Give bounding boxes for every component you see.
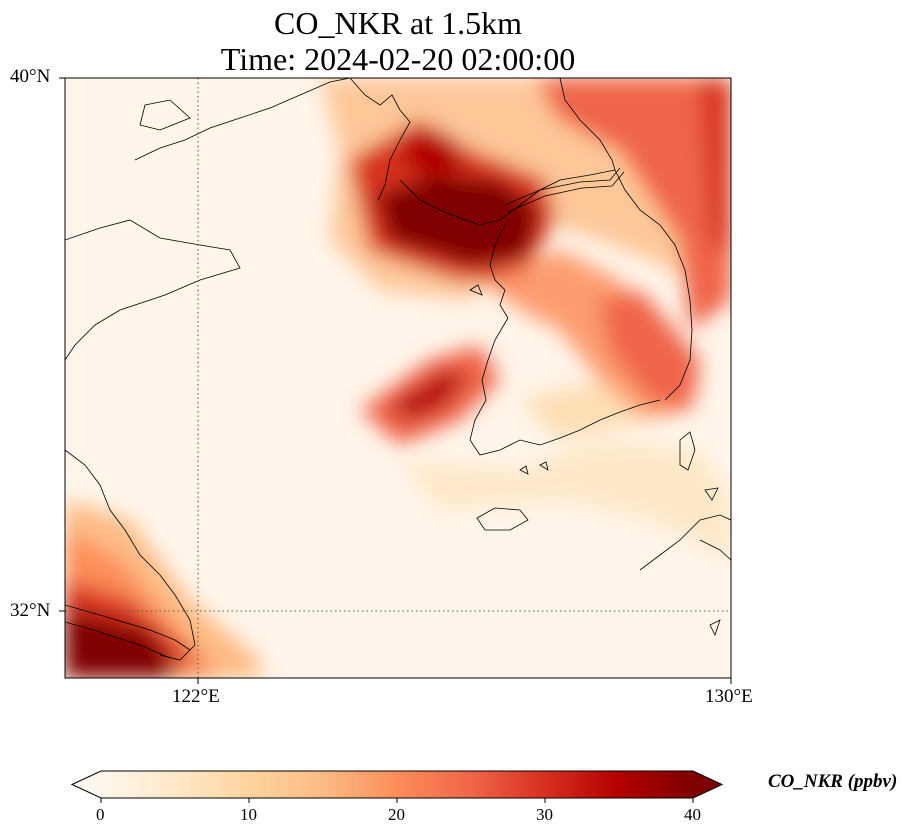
colorbar-extend-min [72,771,101,798]
colorbar-tick-label: 30 [536,805,553,824]
colorbar-tick-label: 20 [388,805,405,824]
coastlines [65,78,731,661]
colorbar [70,770,724,803]
map-title-line1: CO_NKR at 1.5km [274,5,522,41]
colorbar-tick-label: 10 [240,805,257,824]
axis-ticks [59,77,732,684]
lat-tick-40n: 40°N [10,66,51,87]
colorbar-extend-max [693,771,722,798]
colorbar-title: CO_NKR (ppbv) [768,771,898,792]
lon-tick-130e: 130°E [705,686,753,707]
gridlines [65,78,731,678]
map-frame [64,77,732,679]
concentration-field [65,78,731,678]
colorbar-gradient [101,771,693,798]
lat-tick-32n: 32°N [10,600,51,621]
map-title-line2: Time: 2024-02-20 02:00:00 [220,41,576,77]
colorbar-tick-label: 0 [96,805,105,824]
colorbar-tick-label: 40 [684,805,701,824]
lon-tick-122e: 122°E [172,686,220,707]
